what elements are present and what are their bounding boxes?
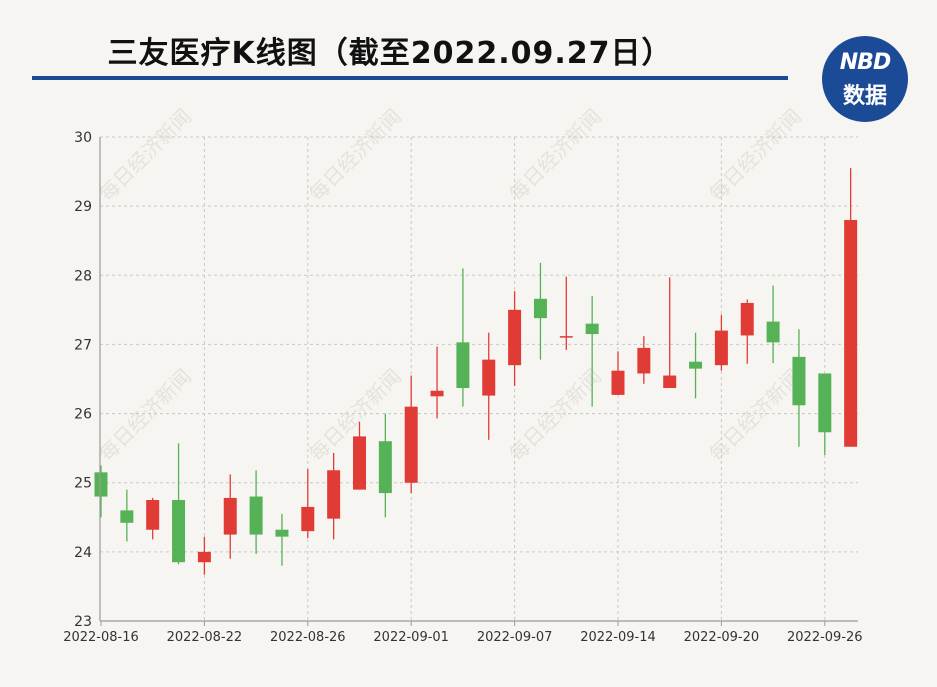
x-tick-label: 2022-08-26 — [270, 630, 346, 645]
candle-body — [327, 470, 341, 519]
candle — [172, 443, 186, 565]
candle-body — [301, 506, 315, 532]
y-tick-label: 28 — [74, 268, 92, 284]
watermark-text: 每日经济新闻 — [504, 364, 606, 466]
candle — [508, 291, 522, 386]
y-tick-label: 25 — [74, 476, 92, 492]
x-tick-label: 2022-09-20 — [684, 630, 760, 645]
candle — [404, 375, 418, 494]
chart-title: 三友医疗K线图（截至2022.09.27日） — [107, 36, 673, 71]
candle-body — [482, 359, 496, 396]
watermark-text: 每日经济新闻 — [304, 104, 406, 206]
candle — [818, 373, 832, 456]
candle — [275, 513, 289, 566]
x-tick-label: 2022-09-01 — [373, 630, 449, 645]
watermark-text: 每日经济新闻 — [504, 104, 606, 206]
y-tick-label: 24 — [74, 545, 92, 561]
candle — [430, 346, 444, 419]
candle — [301, 468, 315, 539]
chart-grid — [100, 136, 858, 621]
chart-axes: 23 24 25 26 27 28 29 30 2022-08-16 2022-08-22 2022… — [63, 130, 862, 645]
candle — [663, 277, 677, 388]
candle-body — [378, 441, 392, 494]
candle-body — [430, 390, 444, 397]
candle-body — [404, 406, 418, 483]
candles-layer — [94, 168, 858, 575]
candle-body — [559, 336, 573, 338]
candle-body — [146, 500, 160, 530]
candle-body — [740, 302, 754, 336]
candle-body — [94, 472, 108, 497]
candle — [94, 465, 108, 518]
candle-body — [585, 323, 599, 335]
candle — [249, 470, 263, 554]
x-tick-label: 2022-08-16 — [63, 630, 139, 645]
candle-body — [353, 436, 366, 490]
candle-body — [197, 551, 211, 563]
candle — [533, 262, 547, 360]
candle — [482, 332, 496, 440]
x-tick-label: 2022-09-14 — [580, 630, 656, 645]
candle — [637, 336, 651, 384]
candle-body — [714, 330, 728, 366]
candle — [378, 413, 392, 518]
candle-body — [275, 529, 289, 537]
candle-body — [792, 356, 806, 406]
y-tick-label: 27 — [74, 337, 92, 353]
candle — [120, 489, 134, 542]
watermark-text: 每日经济新闻 — [704, 364, 806, 466]
candle — [585, 296, 599, 407]
x-tick-label: 2022-09-07 — [477, 630, 553, 645]
x-tick-label: 2022-09-26 — [787, 630, 863, 645]
candle — [740, 299, 754, 364]
candle — [146, 497, 160, 540]
candle-body — [844, 219, 858, 447]
candle — [353, 421, 366, 490]
candle-body — [637, 347, 651, 374]
y-tick-label: 30 — [74, 130, 92, 146]
candle-body — [508, 309, 522, 366]
candle-body — [766, 321, 780, 343]
watermark-text: 每日经济新闻 — [94, 364, 196, 466]
candle — [223, 474, 237, 559]
candle — [714, 314, 728, 371]
nbd-logo: NBD 数据 — [822, 36, 908, 122]
candle — [611, 351, 625, 395]
candle — [197, 536, 211, 575]
candle — [766, 285, 780, 364]
logo-text-data: 数据 — [842, 84, 887, 109]
candle-body — [689, 361, 703, 369]
title-underline — [32, 76, 788, 80]
watermark-text: 每日经济新闻 — [94, 104, 196, 206]
y-tick-label: 26 — [74, 407, 92, 423]
candle-body — [818, 373, 832, 433]
candle-body — [533, 298, 547, 319]
candle — [456, 268, 470, 407]
candle-body — [120, 510, 134, 523]
candle-body — [663, 375, 677, 388]
y-tick-label: 29 — [74, 199, 92, 215]
logo-text-nbd: NBD — [839, 50, 891, 75]
candle-body — [223, 497, 237, 535]
candle — [689, 332, 703, 399]
candle-body — [611, 370, 625, 395]
candle-body — [172, 500, 186, 563]
candle — [327, 452, 341, 540]
candle — [792, 329, 806, 447]
watermark-text: 每日经济新闻 — [704, 104, 806, 206]
candle-body — [249, 496, 263, 535]
y-tick-label: 23 — [74, 614, 92, 630]
x-tick-label: 2022-08-22 — [167, 630, 243, 645]
candle — [844, 168, 858, 447]
candle — [559, 276, 573, 350]
candle-body — [456, 342, 470, 388]
